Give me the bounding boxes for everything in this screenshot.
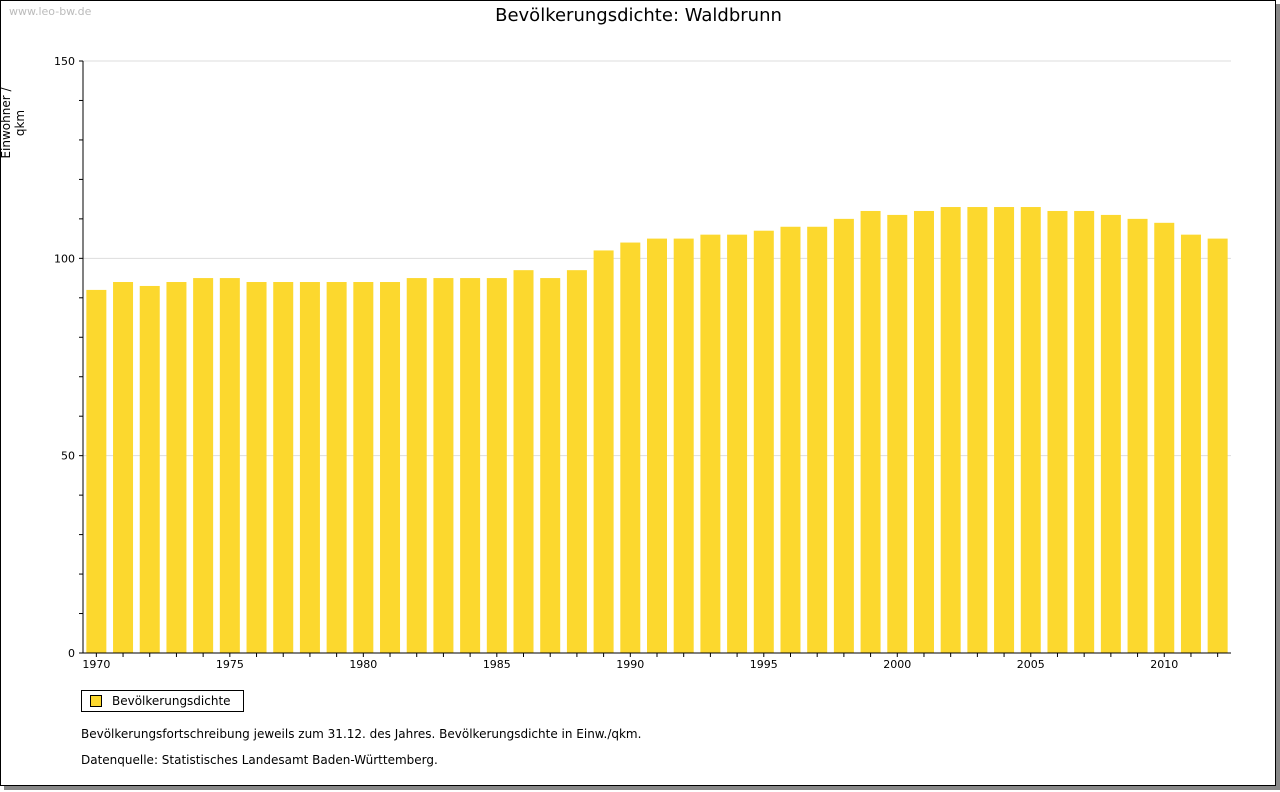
bar-1970	[86, 289, 107, 653]
x-tick-label: 1995	[750, 658, 778, 671]
bar-1975	[219, 278, 240, 653]
bar-2010	[1154, 222, 1175, 653]
bar-2008	[1100, 214, 1121, 654]
bar-1992	[673, 238, 694, 653]
bar-1987	[540, 278, 561, 653]
bar-1999	[860, 210, 881, 653]
bar-2011	[1180, 234, 1201, 654]
chart-title: Bevölkerungsdichte: Waldbrunn	[495, 5, 782, 26]
footnote-1: Bevölkerungsfortschreibung jeweils zum 3…	[81, 727, 642, 741]
x-tick-label: 1970	[82, 658, 110, 671]
bar-1995	[753, 230, 774, 653]
bar-1986	[513, 270, 534, 653]
x-tick-label: 1985	[483, 658, 511, 671]
bar-2004	[994, 207, 1015, 653]
bar-1983	[433, 278, 454, 653]
bar-1985	[486, 278, 507, 653]
x-tick-label: 1975	[216, 658, 244, 671]
bar-1998	[833, 218, 854, 653]
legend: Bevölkerungsdichte	[81, 690, 244, 712]
bar-2009	[1127, 218, 1148, 653]
bar-1977	[273, 282, 294, 653]
x-tick-label: 1990	[616, 658, 644, 671]
bar-1993	[700, 234, 721, 654]
bar-1991	[647, 238, 667, 653]
x-tick-label: 1980	[349, 658, 377, 671]
y-tick-label: 100	[54, 252, 75, 265]
y-tick-label: 0	[68, 647, 75, 660]
bar-2003	[967, 207, 988, 653]
bar-1994	[727, 234, 748, 654]
x-tick-label: 2000	[883, 658, 911, 671]
bar-1997	[807, 226, 828, 653]
legend-swatch	[90, 695, 102, 707]
bar-1978	[299, 282, 320, 653]
x-tick-label: 2010	[1150, 658, 1178, 671]
bar-1989	[593, 250, 614, 653]
y-tick-label: 50	[61, 450, 75, 463]
bar-1974	[193, 278, 214, 653]
x-tick-label: 2005	[1017, 658, 1045, 671]
bar-1996	[780, 226, 801, 653]
bar-1973	[166, 282, 187, 653]
bar-2007	[1074, 210, 1095, 653]
bar-1980	[353, 282, 374, 653]
y-tick-label: 150	[54, 55, 75, 68]
bar-1984	[460, 278, 481, 653]
bar-2001	[913, 210, 934, 653]
footnote-2: Datenquelle: Statistisches Landesamt Bad…	[81, 753, 438, 767]
bar-2002	[940, 207, 961, 653]
bar-2000	[887, 214, 908, 654]
bar-2012	[1207, 238, 1228, 653]
bar-2005	[1020, 207, 1041, 653]
bar-1982	[406, 278, 427, 653]
bar-1981	[380, 282, 401, 653]
watermark: www.leo-bw.de	[9, 5, 92, 18]
bar-1972	[139, 285, 160, 653]
legend-label: Bevölkerungsdichte	[112, 694, 231, 708]
bar-1988	[566, 270, 587, 653]
bar-2006	[1047, 210, 1068, 653]
bar-1979	[326, 282, 347, 653]
bar-1971	[113, 282, 134, 653]
bar-1976	[246, 282, 267, 653]
bar-1990	[620, 242, 641, 653]
